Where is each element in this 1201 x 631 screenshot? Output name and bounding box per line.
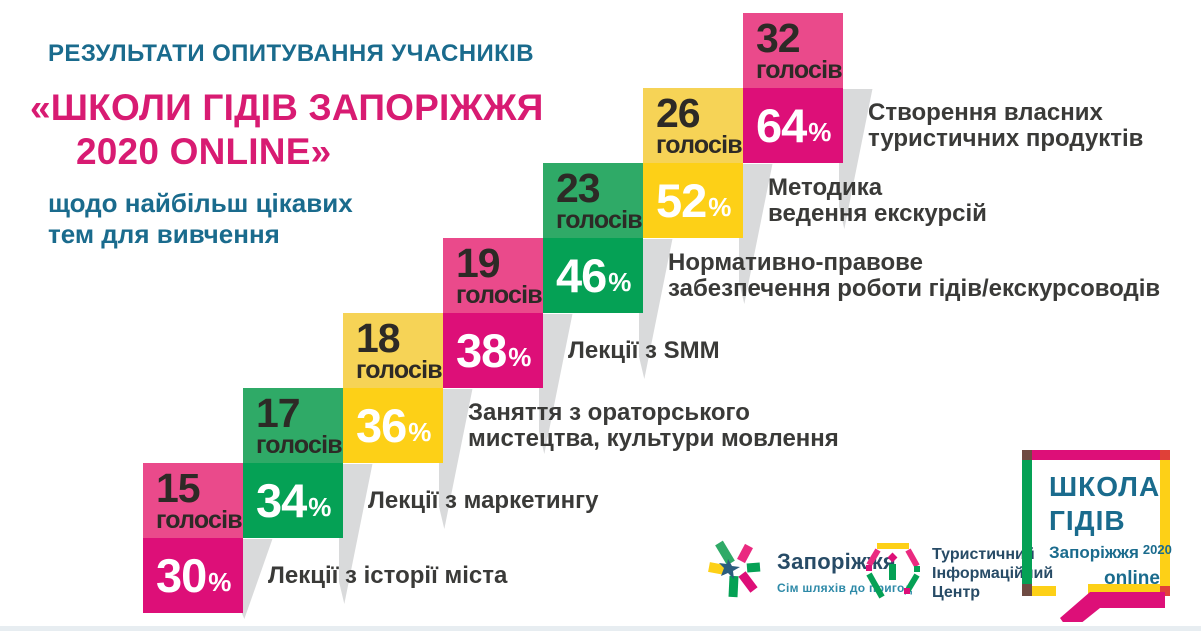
badge-bottom-left-stub [1032,586,1056,596]
badge-title: ШКОЛА ГІДІВ [1049,470,1160,538]
subtitle-line-2: тем для вивчення [48,219,280,249]
votes-word: голосів [656,131,743,159]
percent-sign: % [408,417,432,447]
topic-label: Лекції з історії міста [268,538,507,613]
topic-label-line: Заняття з ораторського [468,398,750,426]
topic-label-line: Створення власних [868,98,1103,126]
topic-label-line: Нормативно-правове [668,248,923,276]
votes-count: 32 [756,15,801,61]
percent-block: 46 % [543,238,643,313]
percent-block: 64 % [743,88,843,163]
topic-label: Заняття з ораторського мистецтва, культур… [468,388,839,463]
zaporizhzhia-logo [700,533,772,610]
topic-label-line: мистецтва, культури мовлення [468,424,839,452]
topic-label: Нормативно-правове забезпечення роботи гі… [668,238,1160,313]
votes-word: голосів [356,356,443,384]
percent-block: 36 % [343,388,443,463]
votes-count: 26 [656,90,701,136]
votes-block: 26 голосів [643,88,743,163]
votes-block: 23 голосів [543,163,643,238]
topic-label-line: ведення екскурсій [768,199,987,227]
badge-online-label: online [1104,568,1160,589]
votes-count: 15 [156,465,201,511]
percent-block: 38 % [443,313,543,388]
votes-block: 15 голосів [143,463,243,538]
bottom-accent-strip [0,626,1201,631]
school-badge: ШКОЛА ГІДІВ Запоріжжя 2020 online [1022,450,1179,622]
badge-corner-dark-left-icon [1022,450,1032,460]
percent-value: 52 [656,174,707,227]
votes-word: голосів [756,56,843,84]
percent-block: 34 % [243,463,343,538]
topic-label: Створення власних туристичних продуктів [868,88,1143,163]
badge-speech-tail-icon [1060,592,1165,622]
votes-word: голосів [456,281,543,309]
votes-block: 19 голосів [443,238,543,313]
votes-word: голосів [156,506,243,534]
topic-label-line: туристичних продуктів [868,124,1144,152]
title-line-results: РЕЗУЛЬТАТИ ОПИТУВАННЯ УЧАСНИКІВ [48,40,534,67]
title-line-school: «ШКОЛИ ГІДІВ ЗАПОРІЖЖЯ [30,87,544,128]
percent-block: 52 % [643,163,743,238]
votes-count: 19 [456,240,501,286]
badge-corner-red-right-icon [1160,450,1170,460]
tic-logo-line-1: Туристичний [932,546,1035,563]
topic-label-line: забезпечення роботи гідів/екскурсоводів [668,274,1161,302]
percent-sign: % [708,192,732,222]
votes-block: 18 голосів [343,313,443,388]
topic-label: Методика ведення екскурсій [768,163,987,238]
tic-logo-text: Туристичний Інформаційний Центр [932,545,1053,602]
percent-value: 30 [156,549,207,602]
badge-bottom-bar [1088,584,1160,594]
percent-value: 36 [356,399,407,452]
tic-hexagon-icon [866,543,920,599]
badge-title-line-1: ШКОЛА [1049,471,1161,502]
topic-label-line: Лекції з маркетингу [368,486,599,514]
topic-label-line: Лекції з SMM [568,336,720,364]
badge-year: 2020 [1142,542,1172,557]
votes-count: 18 [356,315,401,361]
topic-label: Лекції з маркетингу [368,463,598,538]
percent-value: 34 [256,474,307,527]
topic-label-line: Лекції з історії міста [268,561,508,589]
percent-value: 64 [756,99,807,152]
percent-sign: % [208,567,232,597]
percent-block: 30 % [143,538,243,613]
zaporizhzhia-starburst-icon [708,540,761,598]
percent-sign: % [808,117,832,147]
badge-corner-red-bottom-icon [1160,586,1170,596]
page-title: РЕЗУЛЬТАТИ ОПИТУВАННЯ УЧАСНИКІВ «ШКОЛИ Г… [30,40,630,250]
percent-value: 38 [456,324,507,377]
votes-word: голосів [256,431,343,459]
votes-count: 23 [556,165,601,211]
votes-block: 17 голосів [243,388,343,463]
badge-city: Запоріжжя [1049,543,1139,562]
votes-count: 17 [256,390,301,436]
badge-title-line-2: ГІДІВ [1049,505,1126,536]
percent-sign: % [308,492,332,522]
badge-subtitle: Запоріжжя 2020 [1049,542,1172,563]
tic-logo [862,537,924,608]
subtitle-line-1: щодо найбільш цікавих [48,188,353,218]
percent-sign: % [508,342,532,372]
title-line-year: 2020 ONLINE» [76,131,332,172]
votes-word: голосів [556,206,643,234]
tic-logo-line-3: Центр [932,584,981,601]
percent-value: 46 [556,249,607,302]
votes-block: 32 голосів [743,13,843,88]
topic-label: Лекції з SMM [568,313,720,388]
badge-right-bar [1160,460,1170,586]
topic-label-line: Методика [768,173,883,201]
badge-corner-dark-bottom-icon [1022,584,1032,596]
percent-sign: % [608,267,632,297]
badge-top-bar [1032,450,1160,460]
badge-left-bar [1022,460,1032,584]
